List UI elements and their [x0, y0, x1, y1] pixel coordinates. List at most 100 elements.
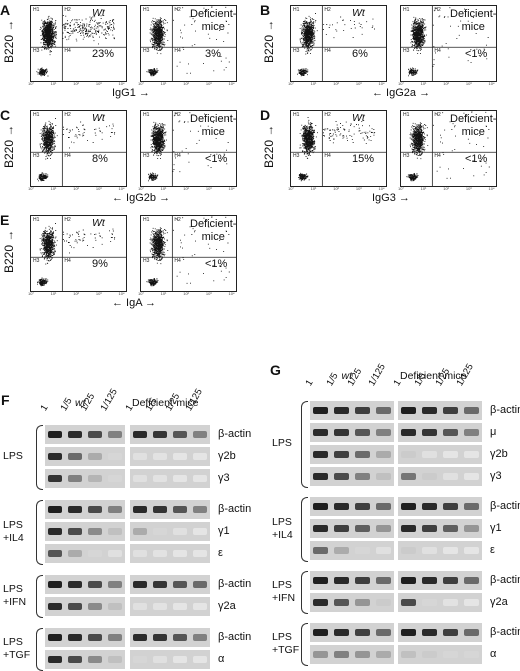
gel-band	[376, 502, 391, 511]
axis-tick-label: 10¹	[310, 186, 317, 191]
gene-label: β-actin	[490, 403, 520, 416]
dot-cloud	[37, 118, 116, 182]
gel-band	[173, 549, 187, 558]
quadrant-label-h1: H1	[403, 112, 410, 118]
gel-band	[133, 602, 147, 611]
gel-band	[355, 524, 370, 533]
quadrant-label-h2: H2	[324, 7, 331, 13]
gel-band	[313, 428, 328, 437]
gel-strip	[398, 541, 482, 560]
sample-label: LPS +TGF	[272, 630, 300, 656]
quadrant-label-h1: H1	[403, 7, 410, 13]
gel-band	[401, 428, 416, 437]
x-axis-label: ← IgG2b →	[112, 192, 171, 204]
axis-tick-label: 10⁴	[118, 291, 125, 296]
axis-tick-label: 10³	[355, 186, 362, 191]
gel-band	[88, 549, 102, 558]
gel-band	[443, 628, 458, 637]
gel-band	[401, 472, 416, 481]
gel-band	[173, 452, 187, 461]
gel-band	[68, 549, 82, 558]
gene-label: γ3	[490, 469, 502, 482]
gel-strip	[398, 445, 482, 464]
sample-bracket	[36, 500, 43, 565]
gel-band	[153, 633, 167, 642]
axis-tick-label: 10³	[95, 81, 102, 86]
scatter-dots	[141, 111, 236, 186]
gel-band	[355, 650, 370, 659]
gel-band	[108, 430, 122, 439]
gel-band	[464, 428, 479, 437]
wt-percentage: 9%	[92, 258, 108, 270]
gel-strip	[45, 469, 125, 488]
quadrant-label-h1: H1	[143, 112, 150, 118]
axis-tick-label: 10¹	[50, 291, 57, 296]
flow-plot: H1 H2 H3 H4	[140, 110, 237, 187]
gel-strip	[398, 519, 482, 538]
axis-tick-label: 10³	[465, 186, 472, 191]
gel-strip	[130, 628, 210, 647]
gel-band	[193, 527, 207, 536]
gel-band	[153, 474, 167, 483]
gel-band	[108, 452, 122, 461]
quadrant-label-h3: H3	[293, 48, 300, 55]
gel-wt-header: wt	[75, 397, 86, 409]
axis-tick-label: 10⁴	[378, 186, 385, 191]
y-axis-label: B220 →	[262, 124, 276, 168]
gel-band	[153, 655, 167, 664]
axis-tick-label: 10⁴	[228, 291, 235, 296]
gel-band	[108, 549, 122, 558]
scatter-dots	[31, 111, 126, 186]
wt-label: Wt	[92, 112, 105, 124]
gel-band	[422, 628, 437, 637]
gel-band	[153, 527, 167, 536]
gel-band	[88, 602, 102, 611]
gel-band	[193, 655, 207, 664]
quadrant-label-h3: H3	[33, 258, 40, 265]
gel-band	[313, 524, 328, 533]
gel-band	[313, 546, 328, 555]
gel-band	[464, 524, 479, 533]
axis-tick-label: 10³	[205, 81, 212, 86]
gel-band	[48, 602, 62, 611]
gene-label: ε	[490, 543, 495, 556]
quadrant-label-h2: H2	[64, 217, 71, 223]
gel-band	[173, 580, 187, 589]
axis-tick-label: 10¹	[160, 291, 167, 296]
gel-band	[173, 655, 187, 664]
wt-percentage: 23%	[92, 48, 115, 60]
panel-letter-c: C	[0, 107, 11, 123]
axis-tick-label: 10²	[443, 81, 450, 86]
deficient-percentage: <1%	[205, 153, 228, 165]
gel-band	[173, 633, 187, 642]
flow-plot: H1 H2 H3 H4	[290, 5, 387, 82]
quadrant-label-h4: H4	[174, 153, 181, 160]
dot-cloud	[406, 111, 490, 182]
gel-strip	[130, 425, 210, 444]
gel-band	[193, 580, 207, 589]
gel-band	[376, 598, 391, 607]
gel-band	[422, 576, 437, 585]
quadrant-label-h1: H1	[143, 217, 150, 223]
deficient-percentage: 3%	[205, 48, 221, 60]
gel-band	[464, 406, 479, 415]
axis-tick-label: 10²	[333, 186, 340, 191]
x-axis-label: ← IgG2a →	[372, 87, 431, 99]
quadrant-label-h1: H1	[33, 112, 40, 118]
axis-tick-label: 10⁴	[488, 186, 495, 191]
axis-tick-label: 10³	[465, 81, 472, 86]
deficient-percentage: <1%	[465, 153, 488, 165]
axis-tick-label: 10⁴	[118, 81, 125, 86]
quadrant-label-h4: H4	[64, 48, 71, 55]
gel-strip	[310, 645, 394, 664]
gel-strip	[398, 401, 482, 420]
gel-strip	[398, 423, 482, 442]
dilution-label: 1	[38, 402, 51, 413]
gel-band	[193, 602, 207, 611]
gel-band	[422, 546, 437, 555]
gel-band	[88, 474, 102, 483]
gene-label: γ2b	[490, 447, 508, 460]
gel-band	[193, 452, 207, 461]
axis-tick-label: 10¹	[420, 81, 427, 86]
quadrant-label-h4: H4	[174, 258, 181, 265]
